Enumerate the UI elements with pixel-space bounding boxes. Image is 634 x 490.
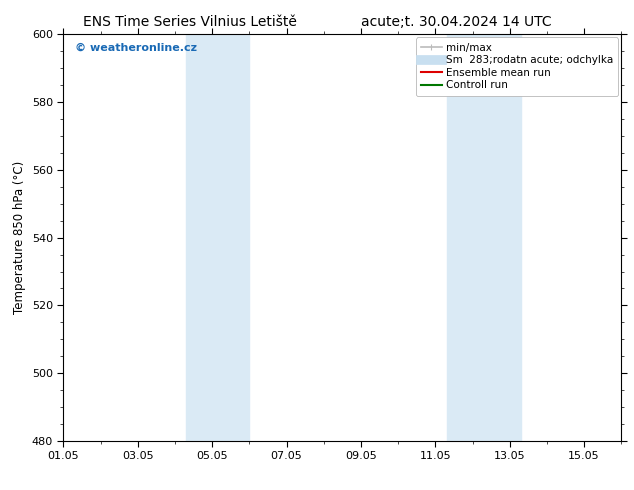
Bar [186, 34, 249, 441]
Bar [446, 34, 521, 441]
Y-axis label: Temperature 850 hPa (°C): Temperature 850 hPa (°C) [13, 161, 26, 314]
Text: © weatheronline.cz: © weatheronline.cz [75, 43, 197, 52]
Text: ENS Time Series Vilnius Letiště: ENS Time Series Vilnius Letiště [83, 15, 297, 29]
Legend: min/max, Sm  283;rodatn acute; odchylka, Ensemble mean run, Controll run: min/max, Sm 283;rodatn acute; odchylka, … [415, 37, 618, 96]
Text: acute;t. 30.04.2024 14 UTC: acute;t. 30.04.2024 14 UTC [361, 15, 552, 29]
